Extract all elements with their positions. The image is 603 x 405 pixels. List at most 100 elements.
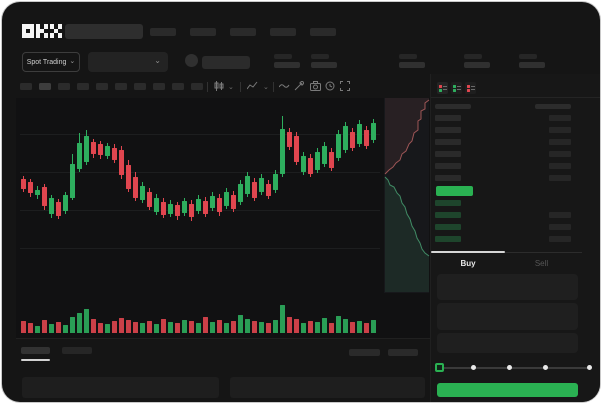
stat-value-placeholder: [311, 62, 337, 68]
nav-item-placeholder[interactable]: [310, 28, 336, 36]
slider-handle[interactable]: [435, 363, 444, 372]
timeframe-button[interactable]: [172, 83, 184, 90]
volume-bar: [70, 317, 75, 333]
timeframe-button[interactable]: [39, 83, 51, 90]
order-input-field[interactable]: [437, 303, 578, 330]
slider-dot[interactable]: [507, 365, 512, 370]
nav-item-placeholder[interactable]: [190, 28, 216, 36]
app-window: Spot Trading ⌄ ⌄ Buy Sell ⌄ ⌄: [2, 2, 600, 402]
order-input-field[interactable]: [437, 274, 578, 300]
book-both-icon[interactable]: [437, 82, 448, 94]
toolbar-divider: [240, 82, 241, 92]
timeframe-button[interactable]: [153, 83, 165, 90]
okx-logo: [22, 24, 62, 38]
volume-bar: [91, 319, 96, 333]
slider-dot[interactable]: [543, 365, 548, 370]
nav-item-placeholder[interactable]: [270, 28, 296, 36]
candle-body: [217, 198, 222, 212]
tab-sell[interactable]: Sell: [534, 259, 549, 268]
ask-price-placeholder[interactable]: [435, 139, 461, 145]
market-type-dropdown[interactable]: Spot Trading ⌄: [22, 52, 80, 72]
candle-body: [77, 143, 82, 169]
volume-bar: [322, 318, 327, 333]
volume-bar: [210, 322, 215, 333]
trade-tabs-active-indicator: [431, 251, 505, 253]
avatar[interactable]: [185, 54, 198, 67]
slider-dot[interactable]: [471, 365, 476, 370]
orders-tab-placeholder[interactable]: [62, 347, 92, 354]
book-asks-icon[interactable]: [465, 82, 476, 94]
toolbar-divider: [273, 82, 274, 92]
timeframe-button[interactable]: [115, 83, 127, 90]
volume-bar: [21, 321, 26, 333]
slider-dot[interactable]: [587, 365, 592, 370]
timeframe-button[interactable]: [58, 83, 70, 90]
candle-body: [91, 142, 96, 154]
candle-body: [252, 182, 257, 198]
ask-price-placeholder[interactable]: [435, 151, 461, 157]
ask-amount-placeholder: [549, 175, 571, 181]
timeframe-button[interactable]: [134, 83, 146, 90]
bid-price-placeholder[interactable]: [435, 200, 461, 206]
candle-body: [119, 150, 124, 175]
orders-action-placeholder[interactable]: [388, 349, 418, 356]
ask-price-placeholder[interactable]: [435, 115, 461, 121]
bid-amount-placeholder: [549, 236, 571, 242]
volume-bar: [168, 322, 173, 333]
order-input-field[interactable]: [437, 333, 578, 353]
okx-letter: [22, 24, 34, 38]
volume-bar: [182, 320, 187, 333]
candle-body: [231, 195, 236, 209]
candle-body: [35, 190, 40, 195]
wave-icon[interactable]: [279, 81, 290, 91]
bid-price-placeholder[interactable]: [435, 212, 461, 218]
indicators-icon[interactable]: [247, 81, 258, 91]
submit-buy-button[interactable]: [437, 383, 578, 397]
candle-body: [105, 146, 110, 156]
fullscreen-icon[interactable]: [340, 81, 350, 91]
stat-label-placeholder: [519, 54, 537, 59]
ask-price-placeholder[interactable]: [435, 175, 461, 181]
timeframe-button[interactable]: [96, 83, 108, 90]
tab-buy[interactable]: Buy: [460, 259, 476, 268]
candle-style-icon[interactable]: [214, 81, 225, 91]
candle-body: [168, 204, 173, 214]
gridline: [20, 248, 380, 249]
candle-body: [84, 136, 89, 162]
orders-action-placeholder[interactable]: [349, 349, 380, 356]
stat-label-placeholder: [399, 54, 417, 59]
camera-icon[interactable]: [310, 81, 321, 91]
pair-dropdown[interactable]: ⌄: [88, 52, 168, 72]
trade-tabs-divider: [431, 252, 582, 253]
ask-price-placeholder[interactable]: [435, 127, 461, 133]
nav-item-placeholder[interactable]: [230, 28, 256, 36]
timeframe-button[interactable]: [20, 83, 32, 90]
volume-bar: [364, 323, 369, 333]
search-input[interactable]: [65, 24, 143, 39]
panel-divider-vertical: [430, 74, 431, 402]
ask-price-placeholder[interactable]: [435, 163, 461, 169]
timeframe-button[interactable]: [191, 83, 203, 90]
candle-body: [287, 132, 292, 147]
account-button[interactable]: [202, 56, 250, 69]
orders-tab-placeholder[interactable]: [21, 347, 50, 354]
candle-body: [315, 152, 320, 170]
volume-bar: [294, 319, 299, 333]
candle-body: [189, 204, 194, 217]
clock-icon[interactable]: [325, 81, 335, 91]
bid-price-placeholder[interactable]: [435, 224, 461, 230]
book-bids-icon[interactable]: [451, 82, 462, 94]
last-price-highlight[interactable]: [436, 186, 473, 196]
amount-slider[interactable]: [439, 367, 588, 369]
timeframe-button[interactable]: [77, 83, 89, 90]
chevron-down-icon: ⌄: [154, 56, 161, 65]
volume-bar: [42, 320, 47, 333]
chevron-down-icon[interactable]: ⌄: [228, 84, 234, 91]
candle-body: [182, 201, 187, 213]
chevron-down-icon[interactable]: ⌄: [263, 84, 269, 91]
candle-body: [112, 148, 117, 160]
draw-icon[interactable]: [294, 81, 304, 91]
market-type-label: Spot Trading: [26, 58, 67, 66]
nav-item-placeholder[interactable]: [150, 28, 176, 36]
bid-price-placeholder[interactable]: [435, 236, 461, 242]
